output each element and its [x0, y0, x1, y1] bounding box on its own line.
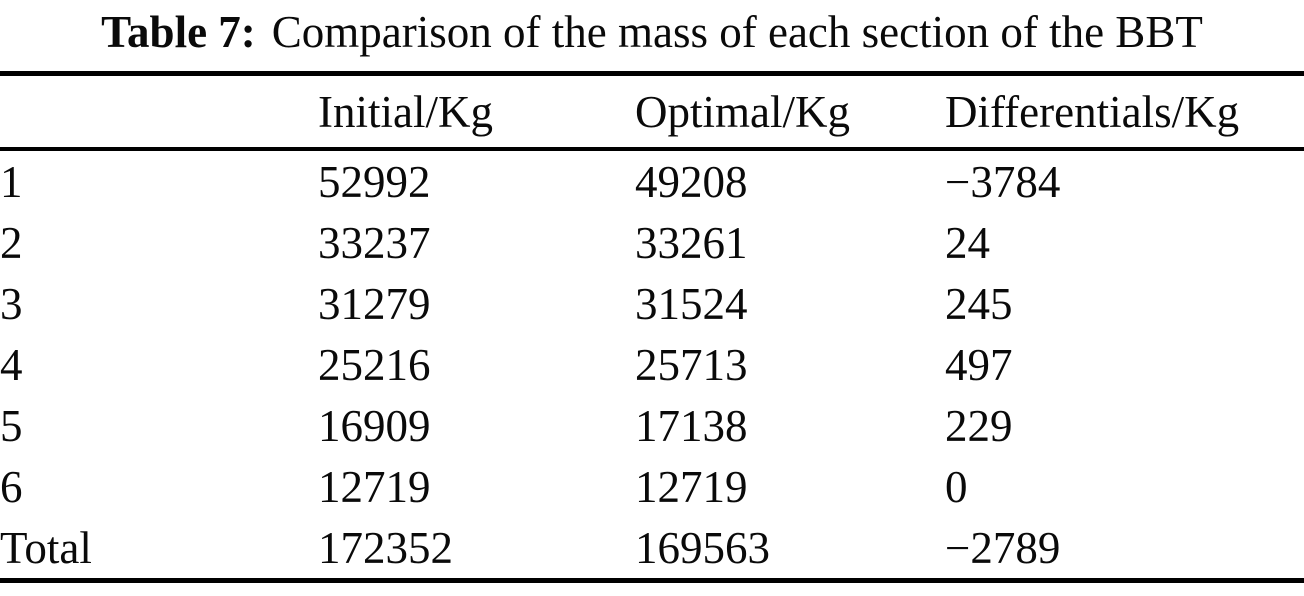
differential-value: 497 [945, 339, 1013, 390]
table-caption-text: Comparison of the mass of each section o… [271, 7, 1203, 57]
row-label: Total [0, 522, 92, 573]
differential-value: 229 [945, 400, 1013, 451]
row-label: 3 [0, 278, 23, 329]
row-label: 1 [0, 156, 23, 207]
table-caption: Table 7: Comparison of the mass of each … [0, 0, 1304, 71]
initial-value: 16909 [318, 400, 431, 451]
column-header-initial: Initial/Kg [318, 86, 493, 137]
optimal-value: 12719 [635, 461, 748, 512]
table-row: 6 12719 12719 0 [0, 456, 1304, 517]
row-label: 2 [0, 217, 23, 268]
differential-value: 24 [945, 217, 990, 268]
initial-value: 12719 [318, 461, 431, 512]
table-row-total: Total 172352 169563 −2789 [0, 517, 1304, 578]
row-label: 6 [0, 461, 23, 512]
optimal-value: 25713 [635, 339, 748, 390]
initial-value: 52992 [318, 156, 431, 207]
differential-value: 0 [945, 461, 968, 512]
table-row: 5 16909 17138 229 [0, 395, 1304, 456]
table-row: 3 31279 31524 245 [0, 273, 1304, 334]
row-label: 4 [0, 339, 23, 390]
initial-value: 33237 [318, 217, 431, 268]
initial-value: 172352 [318, 522, 453, 573]
table-row: 1 52992 49208 −3784 [0, 151, 1304, 212]
initial-value: 25216 [318, 339, 431, 390]
row-label: 5 [0, 400, 23, 451]
differential-value: −3784 [945, 156, 1061, 207]
differential-value: −2789 [945, 522, 1061, 573]
table-caption-label: Table 7: [101, 7, 256, 57]
table-row: 4 25216 25713 497 [0, 334, 1304, 395]
optimal-value: 17138 [635, 400, 748, 451]
initial-value: 31279 [318, 278, 431, 329]
column-header-differentials: Differentials/Kg [945, 86, 1240, 137]
mass-comparison-table: Initial/Kg Optimal/Kg Differentials/Kg 1… [0, 71, 1304, 583]
differential-value: 245 [945, 278, 1013, 329]
column-header-optimal: Optimal/Kg [635, 86, 850, 137]
optimal-value: 49208 [635, 156, 748, 207]
table-header-row: Initial/Kg Optimal/Kg Differentials/Kg [0, 76, 1304, 151]
optimal-value: 33261 [635, 217, 748, 268]
optimal-value: 31524 [635, 278, 748, 329]
optimal-value: 169563 [635, 522, 770, 573]
table-row: 2 33237 33261 24 [0, 212, 1304, 273]
